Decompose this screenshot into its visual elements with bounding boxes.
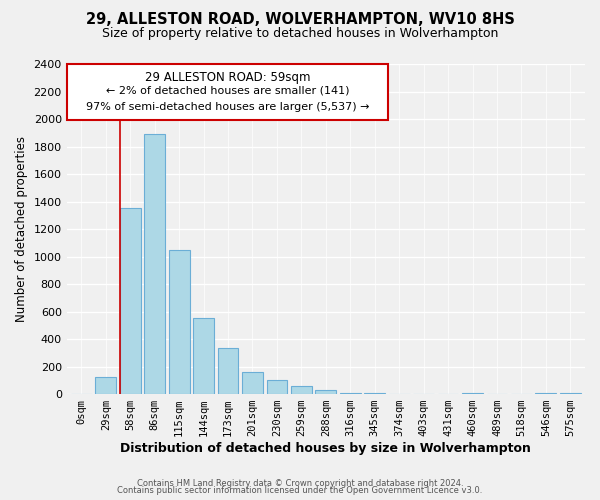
Bar [316, 390, 336, 394]
Text: Contains public sector information licensed under the Open Government Licence v3: Contains public sector information licen… [118, 486, 482, 495]
Bar [291, 386, 312, 394]
Text: 97% of semi-detached houses are larger (5,537) →: 97% of semi-detached houses are larger (… [86, 102, 369, 112]
FancyBboxPatch shape [67, 64, 388, 120]
Text: ← 2% of detached houses are smaller (141): ← 2% of detached houses are smaller (141… [106, 86, 349, 96]
Bar [340, 392, 361, 394]
Y-axis label: Number of detached properties: Number of detached properties [15, 136, 28, 322]
Bar [218, 348, 238, 394]
Text: 29, ALLESTON ROAD, WOLVERHAMPTON, WV10 8HS: 29, ALLESTON ROAD, WOLVERHAMPTON, WV10 8… [86, 12, 514, 28]
Bar [193, 318, 214, 394]
Bar [266, 380, 287, 394]
Bar [95, 377, 116, 394]
X-axis label: Distribution of detached houses by size in Wolverhampton: Distribution of detached houses by size … [121, 442, 531, 455]
Bar [242, 372, 263, 394]
Bar [144, 134, 165, 394]
Bar [462, 392, 483, 394]
Text: Size of property relative to detached houses in Wolverhampton: Size of property relative to detached ho… [102, 28, 498, 40]
Bar [169, 250, 190, 394]
Text: Contains HM Land Registry data © Crown copyright and database right 2024.: Contains HM Land Registry data © Crown c… [137, 478, 463, 488]
Text: 29 ALLESTON ROAD: 59sqm: 29 ALLESTON ROAD: 59sqm [145, 70, 310, 84]
Bar [120, 208, 140, 394]
